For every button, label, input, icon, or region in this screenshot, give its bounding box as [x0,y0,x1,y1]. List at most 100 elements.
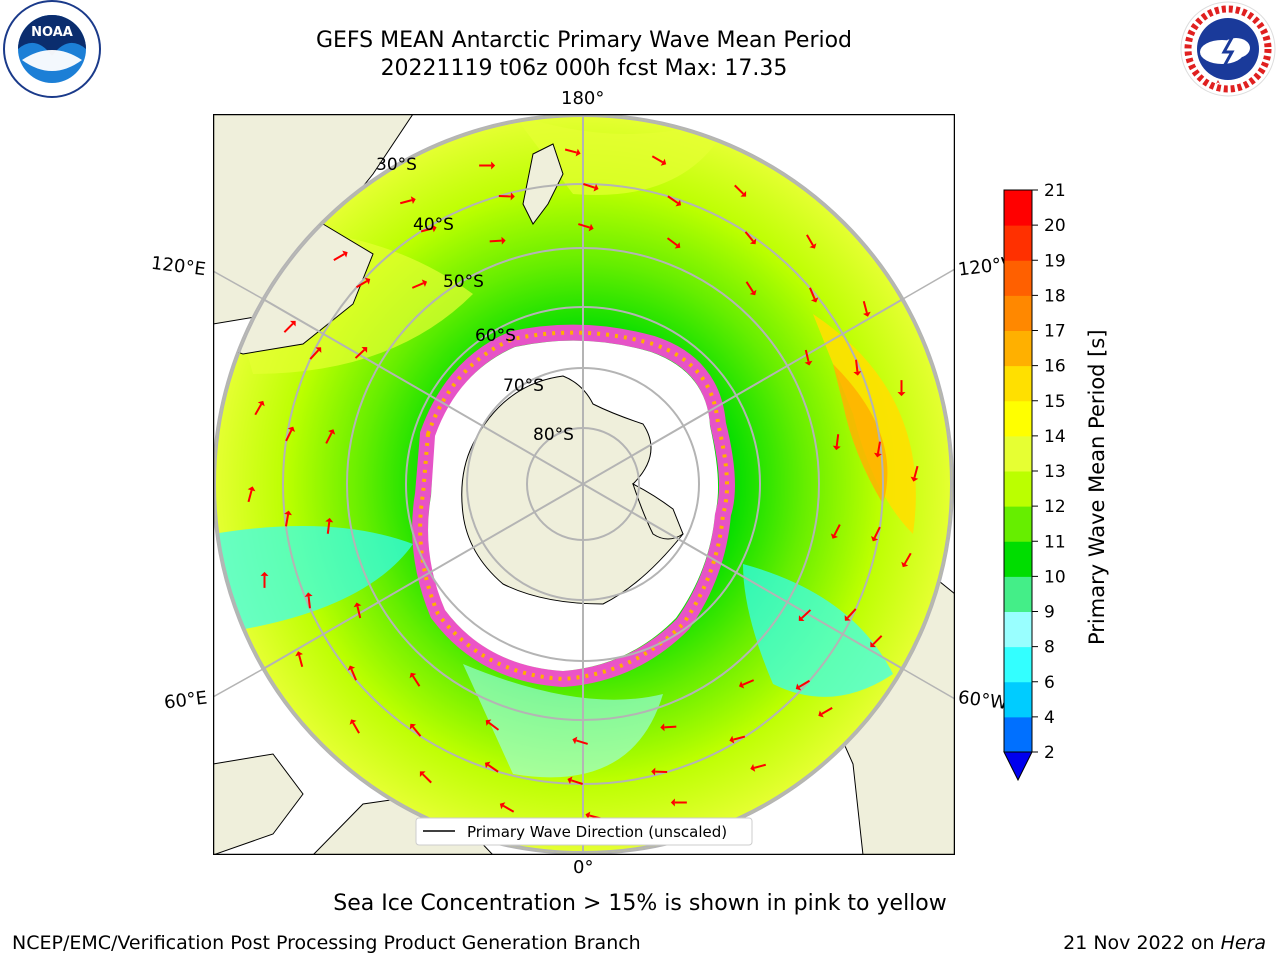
wave-direction-arrowhead [675,199,682,207]
wave-direction-arrowhead [499,802,506,810]
wave-direction-arrowhead [593,183,599,192]
footer-credit: NCEP/EMC/Verification Post Processing Pr… [12,932,641,954]
colorbar-segment [1004,716,1032,753]
lat-label-50s: 50°S [443,272,484,292]
wave-direction-arrowhead [315,347,322,353]
wave-direction-arrowhead [853,371,862,376]
wave-direction-arrowhead [295,651,303,657]
colorbar-tick-label: 15 [1044,392,1066,412]
wave-direction-arrow [666,237,678,247]
meridian-label-0: 0° [573,857,594,878]
meridian-label-180: 180° [561,88,605,109]
wave-direction-arrowhead [660,723,665,732]
wave-direction-arrow [412,726,422,737]
wave-direction-arrow [487,764,499,773]
wave-direction-arrow [876,441,881,454]
colorbar-tick-label: 20 [1044,216,1066,236]
nws-logo [1178,0,1278,100]
colorbar-tick-label: 19 [1044,251,1066,271]
wave-direction-arrow [502,804,515,813]
wave-direction-arrow [285,514,290,527]
wave-direction-arrow [846,608,857,619]
wave-direction-arrow [326,521,331,534]
wave-direction-arrow [412,675,421,687]
wave-direction-arrowhead [419,771,426,777]
colorbar-tick-label: 4 [1044,708,1055,728]
wave-direction-arrow [744,231,754,242]
wave-direction-arrow [575,739,588,745]
meridian-label-120e: 120°E [149,252,207,281]
wave-direction-arrowhead [897,392,906,397]
wave-direction-arrowhead [257,400,265,407]
wave-direction-arrow [298,654,304,668]
wave-direction-arrowhead [304,592,313,597]
wave-direction-arrow [872,635,883,645]
wave-direction-arrowhead [738,681,745,689]
wave-direction-arrow [399,199,413,205]
wave-direction-arrowhead [567,776,573,785]
wave-direction-arrowhead [485,719,492,726]
colorbar-tick-label: 16 [1044,357,1066,377]
wave-direction-arrowhead [585,811,591,820]
wave-direction-arrowhead [342,250,348,258]
colorbar-segment [1004,190,1032,226]
wave-direction-arrowhead [501,236,506,245]
wave-direction-arrow [247,490,253,503]
colorbar-segment [1004,225,1032,261]
wave-direction-arrowhead [749,289,757,296]
wave-direction-arrowhead [575,148,581,157]
wave-direction-arrowhead [910,476,919,482]
wave-direction-arrow [873,526,881,539]
colorbar-tick-label: 11 [1044,532,1066,552]
wave-direction-arrowhead [740,191,747,197]
wave-direction-arrowhead [353,602,362,608]
wave-direction-arrowhead [510,192,515,201]
wave-direction-arrowhead [325,517,334,523]
wave-direction-arrowhead [863,311,871,317]
wave-direction-arrowhead [749,238,757,245]
wave-direction-arrowhead [798,615,805,622]
wave-direction-arrow [285,429,293,442]
direction-legend: Primary Wave Direction (unscaled) [415,817,753,846]
colorbar: 2 4 6 8 9 10 11 12 13 14 15 16 17 18 19 20 21 [990,180,1100,790]
wave-direction-arrow [570,779,583,785]
wave-direction-arrowhead [844,615,851,621]
wave-direction-arrow [420,227,433,233]
wave-direction-arrowhead [361,346,368,353]
wave-direction-arrow [325,432,333,444]
lat-label-80s: 80°S [533,425,574,445]
wave-direction-arrowhead [260,571,269,576]
wave-direction-arrowhead [572,736,578,745]
colorbar-extend-triangle [1003,751,1033,782]
wave-direction-arrow [333,253,345,261]
wave-direction-arrow [733,735,746,741]
colorbar-segment [1004,260,1032,296]
wave-direction-arrowhead [830,533,838,539]
wave-direction-arrowhead [588,223,594,232]
wave-direction-arrow [821,707,833,715]
sea-ice-note: Sea Ice Concentration > 15% is shown in … [333,891,947,916]
wave-direction-arrowhead [795,683,802,691]
wave-direction-arrowhead [870,641,876,648]
wave-direction-arrow [578,223,591,229]
wave-direction-arrow [355,280,368,289]
wave-direction-arrow [913,465,919,478]
wave-direction-arrowhead [421,279,428,287]
wave-direction-arrowhead [491,161,496,170]
wave-direction-arrowhead [409,723,417,730]
colorbar-label: Primary Wave Mean Period [s] [1085,329,1109,645]
wave-direction-arrow [411,282,424,289]
wave-direction-arrow [352,722,360,734]
colorbar-segment [1004,400,1032,437]
direction-legend-label: Primary Wave Direction (unscaled) [467,823,727,841]
colorbar-tick-label: 12 [1044,497,1066,517]
footer-date: 21 Nov 2022 on Hera [1063,932,1266,954]
wave-direction-arrow [422,773,432,784]
colorbar-tick-label: 18 [1044,286,1066,306]
wave-direction-arrow [667,195,679,204]
wave-direction-arrowhead [809,243,817,249]
colorbar-tick-label: 8 [1044,638,1055,658]
wave-direction-arrowhead [660,158,667,166]
colorbar-segment [1004,471,1032,507]
wave-direction-arrow [651,155,664,164]
